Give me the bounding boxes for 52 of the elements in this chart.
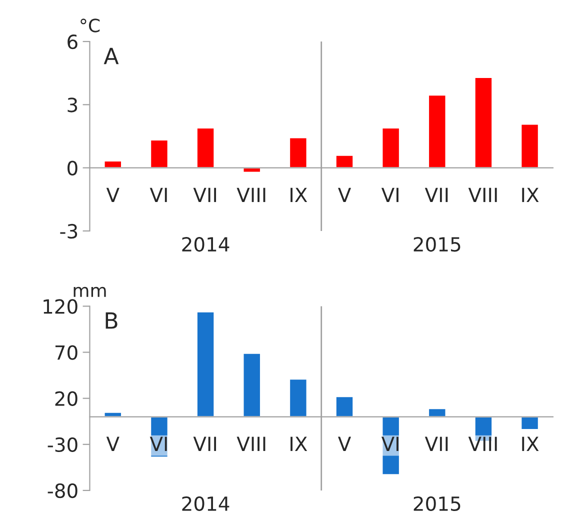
x-tick-label: VII bbox=[193, 436, 216, 451]
bar bbox=[381, 416, 400, 476]
x-tick-label: VIII bbox=[236, 188, 266, 202]
bar bbox=[428, 94, 447, 169]
x-tick-label: V bbox=[338, 188, 351, 202]
text: 2015 bbox=[414, 496, 460, 512]
y-tick-label: 70 bbox=[55, 345, 78, 360]
bar bbox=[335, 396, 354, 418]
x-tick-label: VII bbox=[424, 436, 448, 451]
y-tick-label: -80 bbox=[48, 483, 78, 498]
y-tick-label: 20 bbox=[55, 391, 78, 406]
chart-title: A bbox=[104, 48, 119, 64]
bar bbox=[196, 127, 216, 169]
x-tick-label: VI bbox=[381, 188, 398, 202]
bar bbox=[474, 76, 493, 169]
x-tick-label: VIII bbox=[468, 436, 497, 451]
y-tick-label: 0 bbox=[68, 160, 78, 176]
x-tick-label: VII bbox=[193, 188, 216, 202]
x-tick-label: VI bbox=[381, 436, 398, 451]
bar bbox=[520, 123, 540, 169]
y-axis-title: °C bbox=[80, 18, 100, 32]
text: 2015 bbox=[414, 236, 460, 252]
x-tick-label: IX bbox=[290, 188, 308, 202]
bar bbox=[335, 154, 354, 169]
x-tick-label: VII bbox=[424, 188, 448, 202]
bar bbox=[520, 416, 540, 430]
text: 2014 bbox=[182, 236, 230, 252]
x-tick-label: IX bbox=[522, 188, 539, 202]
x-tick-label: V bbox=[106, 436, 120, 451]
bar bbox=[196, 311, 216, 418]
x-tick-label: IX bbox=[522, 436, 539, 451]
x-tick-label: VIII bbox=[236, 436, 266, 451]
bar bbox=[242, 352, 262, 418]
bar bbox=[288, 378, 308, 418]
x-tick-label: IX bbox=[290, 436, 308, 451]
y-tick-label: -3 bbox=[60, 224, 78, 239]
bar bbox=[288, 136, 308, 169]
bar bbox=[103, 160, 122, 169]
x-tick-label: V bbox=[106, 188, 120, 202]
y-axis-title: mm bbox=[74, 286, 106, 297]
x-tick-label: V bbox=[338, 436, 351, 451]
y-tick-label: -30 bbox=[48, 437, 78, 452]
chart-title: B bbox=[106, 312, 118, 329]
y-tick-label: 6 bbox=[68, 34, 78, 50]
text: 2014 bbox=[182, 496, 230, 512]
bar bbox=[150, 139, 169, 169]
bar bbox=[381, 127, 400, 169]
x-tick-label: VI bbox=[150, 436, 167, 451]
y-tick-label: 3 bbox=[68, 98, 78, 112]
x-tick-label: VI bbox=[150, 188, 167, 202]
x-tick-label: VIII bbox=[468, 188, 497, 202]
y-tick-label: 120 bbox=[44, 299, 78, 314]
